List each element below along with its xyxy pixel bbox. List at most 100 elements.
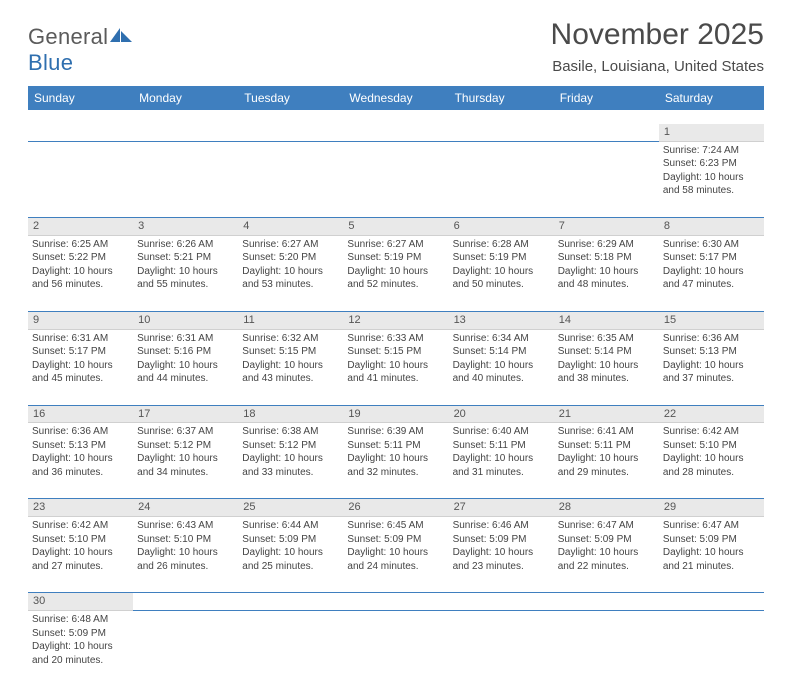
day-detail-line: Sunset: 5:17 PM [663,251,760,265]
day-detail-line: Sunset: 5:20 PM [242,251,339,265]
day-detail-line: Sunset: 5:10 PM [32,533,129,547]
day-number [238,593,343,611]
day-detail-line: Sunset: 5:12 PM [242,439,339,453]
day-cell [238,611,343,687]
day-detail-line: Sunrise: 7:24 AM [663,144,760,158]
day-cell: Sunrise: 6:40 AMSunset: 5:11 PMDaylight:… [449,423,554,499]
day-detail-line: Daylight: 10 hours and 53 minutes. [242,265,339,292]
day-detail-line: Daylight: 10 hours and 41 minutes. [347,359,444,386]
day-number: 21 [554,405,659,423]
day-detail-line: Daylight: 10 hours and 48 minutes. [558,265,655,292]
day-detail-line: Sunset: 5:13 PM [32,439,129,453]
day-detail-line: Sunrise: 6:40 AM [453,425,550,439]
day-detail-line: Sunset: 5:15 PM [242,345,339,359]
day-detail-line: Sunrise: 6:32 AM [242,332,339,346]
day-number [28,124,133,141]
day-detail-line: Daylight: 10 hours and 32 minutes. [347,452,444,479]
day-number: 30 [28,593,133,611]
day-detail-line: Daylight: 10 hours and 27 minutes. [32,546,129,573]
day-cell: Sunrise: 6:42 AMSunset: 5:10 PMDaylight:… [659,423,764,499]
day-cell: Sunrise: 6:39 AMSunset: 5:11 PMDaylight:… [343,423,448,499]
day-detail-line: Daylight: 10 hours and 47 minutes. [663,265,760,292]
day-detail-line: Daylight: 10 hours and 43 minutes. [242,359,339,386]
day-detail-line: Sunrise: 6:31 AM [137,332,234,346]
day-detail-line: Sunrise: 6:37 AM [137,425,234,439]
day-cell: Sunrise: 6:47 AMSunset: 5:09 PMDaylight:… [554,517,659,593]
day-detail-line: Daylight: 10 hours and 52 minutes. [347,265,444,292]
day-detail-line: Daylight: 10 hours and 24 minutes. [347,546,444,573]
day-detail-line: Sunset: 5:22 PM [32,251,129,265]
location-label: Basile, Louisiana, United States [551,58,764,75]
day-cell: Sunrise: 6:30 AMSunset: 5:17 PMDaylight:… [659,235,764,311]
day-detail-line: Sunrise: 6:42 AM [663,425,760,439]
day-detail-line: Sunset: 5:09 PM [32,627,129,641]
day-cell: Sunrise: 6:34 AMSunset: 5:14 PMDaylight:… [449,329,554,405]
day-detail-line: Daylight: 10 hours and 37 minutes. [663,359,760,386]
day-cell: Sunrise: 6:29 AMSunset: 5:18 PMDaylight:… [554,235,659,311]
day-detail-line: Sunrise: 6:48 AM [32,613,129,627]
day-detail-line: Sunset: 5:10 PM [663,439,760,453]
day-number: 23 [28,499,133,517]
day-detail-line: Daylight: 10 hours and 33 minutes. [242,452,339,479]
day-cell: Sunrise: 6:41 AMSunset: 5:11 PMDaylight:… [554,423,659,499]
day-detail-line: Sunrise: 6:34 AM [453,332,550,346]
day-detail-line: Sunset: 5:14 PM [558,345,655,359]
day-cell: Sunrise: 6:31 AMSunset: 5:16 PMDaylight:… [133,329,238,405]
day-cell: Sunrise: 6:32 AMSunset: 5:15 PMDaylight:… [238,329,343,405]
day-detail-line: Daylight: 10 hours and 45 minutes. [32,359,129,386]
day-detail-line: Daylight: 10 hours and 20 minutes. [32,640,129,667]
day-detail-line: Sunset: 5:11 PM [558,439,655,453]
day-detail-line: Daylight: 10 hours and 28 minutes. [663,452,760,479]
day-cell [449,611,554,687]
day-detail-line: Sunset: 5:09 PM [347,533,444,547]
weekday-header: Sunday [28,86,133,110]
day-number [449,124,554,141]
day-detail-line: Sunset: 5:17 PM [32,345,129,359]
day-detail-line: Sunrise: 6:26 AM [137,238,234,252]
day-number: 20 [449,405,554,423]
day-detail-line: Sunset: 5:15 PM [347,345,444,359]
day-number [449,593,554,611]
day-detail-line: Sunrise: 6:35 AM [558,332,655,346]
day-cell: Sunrise: 6:43 AMSunset: 5:10 PMDaylight:… [133,517,238,593]
day-detail-line: Sunset: 5:09 PM [242,533,339,547]
weekday-header: Friday [554,86,659,110]
day-number [343,124,448,141]
header: GeneralBlue November 2025 Basile, Louisi… [28,18,764,76]
day-number: 7 [554,217,659,235]
day-detail-line: Sunrise: 6:25 AM [32,238,129,252]
day-cell [343,611,448,687]
day-number: 12 [343,311,448,329]
calendar-header-row: SundayMondayTuesdayWednesdayThursdayFrid… [28,86,764,110]
day-cell [554,141,659,217]
day-number: 27 [449,499,554,517]
day-number: 14 [554,311,659,329]
day-detail-line: Daylight: 10 hours and 50 minutes. [453,265,550,292]
day-detail-line: Sunrise: 6:47 AM [558,519,655,533]
day-number: 4 [238,217,343,235]
day-detail-line: Sunrise: 6:29 AM [558,238,655,252]
day-number [238,124,343,141]
day-number [133,124,238,141]
day-detail-line: Sunrise: 6:39 AM [347,425,444,439]
day-detail-line: Daylight: 10 hours and 29 minutes. [558,452,655,479]
day-number: 15 [659,311,764,329]
day-cell: Sunrise: 6:36 AMSunset: 5:13 PMDaylight:… [28,423,133,499]
day-number: 17 [133,405,238,423]
day-cell: Sunrise: 6:42 AMSunset: 5:10 PMDaylight:… [28,517,133,593]
day-number: 1 [659,124,764,141]
day-detail-line: Sunset: 5:12 PM [137,439,234,453]
day-number [343,593,448,611]
day-detail-line: Sunset: 5:14 PM [453,345,550,359]
day-cell: Sunrise: 6:27 AMSunset: 5:19 PMDaylight:… [343,235,448,311]
day-cell: Sunrise: 6:45 AMSunset: 5:09 PMDaylight:… [343,517,448,593]
day-cell [554,611,659,687]
day-detail-line: Daylight: 10 hours and 44 minutes. [137,359,234,386]
day-number: 19 [343,405,448,423]
day-detail-line: Daylight: 10 hours and 58 minutes. [663,171,760,198]
day-detail-line: Sunrise: 6:44 AM [242,519,339,533]
day-cell [343,141,448,217]
brand-name-2: Blue [28,50,73,75]
day-detail-line: Sunrise: 6:31 AM [32,332,129,346]
weekday-header: Thursday [449,86,554,110]
